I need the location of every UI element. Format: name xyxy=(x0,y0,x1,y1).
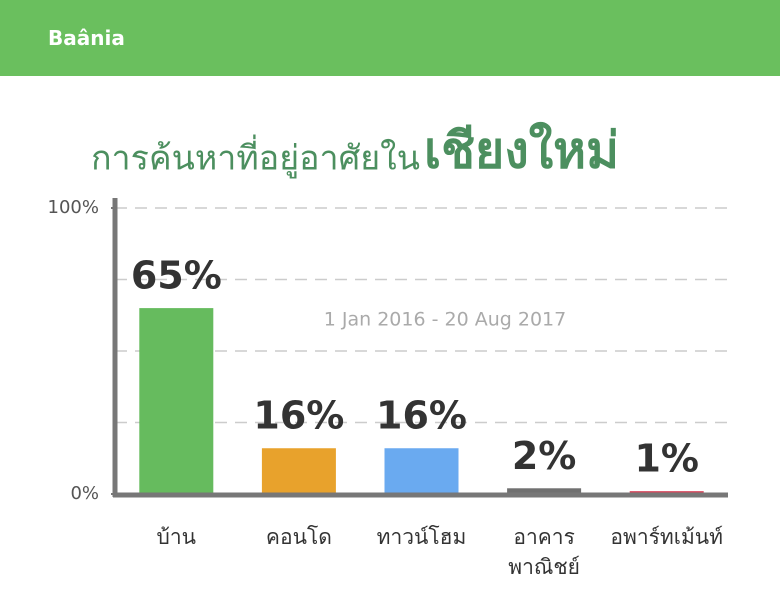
bar xyxy=(261,448,336,494)
bar xyxy=(507,488,582,494)
date-range: 1 Jan 2016 - 20 Aug 2017 xyxy=(324,309,566,331)
x-tick-label: อาคาร พาณิชย์ xyxy=(508,525,580,579)
x-tick-label: อพาร์ทเม้นท์ xyxy=(610,525,723,549)
value-label: 65% xyxy=(131,254,222,298)
x-tick-label: ทาวน์โฮม xyxy=(376,525,467,549)
value-label: 1% xyxy=(634,437,699,481)
brand-logo: Baânia xyxy=(48,26,125,50)
header: Baânia xyxy=(0,0,780,76)
bar xyxy=(139,308,214,494)
y-tick-label: 0% xyxy=(70,483,99,504)
x-tick-label: บ้าน xyxy=(156,525,197,549)
value-label: 16% xyxy=(253,394,344,438)
value-label: 16% xyxy=(376,394,467,438)
chart-title-highlight: เชียงใหม่ xyxy=(424,122,619,180)
value-label: 2% xyxy=(512,434,577,478)
x-tick-label: คอนโด xyxy=(265,525,332,549)
bar xyxy=(384,448,459,494)
chart-title: การค้นหาที่อยู่อาศัยใน xyxy=(91,135,420,179)
y-tick-label: 100% xyxy=(48,197,99,218)
